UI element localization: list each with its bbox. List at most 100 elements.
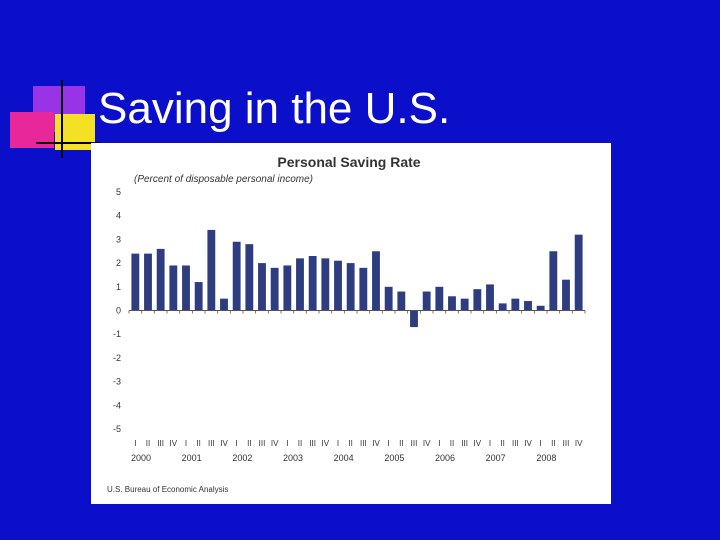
- bar: [435, 286, 444, 311]
- bar: [498, 303, 507, 311]
- decorative-logo: [0, 80, 100, 160]
- x-quarter-label: IV: [271, 439, 279, 448]
- x-year-label: 2008: [536, 453, 556, 463]
- x-quarter-label: IV: [322, 439, 330, 448]
- bar: [486, 284, 494, 311]
- x-quarter-label: IV: [170, 439, 178, 448]
- x-quarter-label: I: [185, 439, 187, 448]
- bar: [410, 310, 418, 328]
- bar: [549, 251, 558, 311]
- bar: [308, 255, 317, 311]
- x-quarter-label: II: [298, 439, 302, 448]
- x-quarter-label: II: [450, 439, 454, 448]
- y-tick-label: 0: [116, 306, 121, 316]
- bar: [397, 291, 406, 311]
- slide-title: Saving in the U.S.: [98, 84, 451, 133]
- x-quarter-label: II: [247, 439, 251, 448]
- x-quarter-label: III: [208, 439, 215, 448]
- saving-rate-chart: Personal Saving Rate (Percent of disposa…: [107, 154, 586, 494]
- bar: [536, 305, 545, 311]
- bar: [220, 298, 228, 311]
- bar: [562, 279, 570, 311]
- x-quarter-label: II: [196, 439, 200, 448]
- x-quarter-label: IV: [220, 439, 228, 448]
- bar: [359, 267, 368, 311]
- bar-series: [131, 229, 583, 328]
- x-quarter-label: II: [399, 439, 403, 448]
- x-quarter-label: I: [286, 439, 288, 448]
- x-quarter-label: I: [236, 439, 238, 448]
- x-quarter-label: III: [259, 439, 266, 448]
- x-quarter-label: IV: [423, 439, 431, 448]
- bar: [422, 291, 431, 311]
- bar: [283, 265, 292, 311]
- y-tick-label: -2: [113, 353, 121, 363]
- x-quarter-label: III: [411, 439, 418, 448]
- bar: [384, 286, 393, 311]
- x-year-label: 2003: [283, 453, 303, 463]
- y-tick-label: 3: [116, 234, 121, 244]
- bar: [346, 263, 355, 311]
- bar: [296, 258, 304, 311]
- y-tick-label: 4: [116, 211, 121, 221]
- x-quarter-label: III: [360, 439, 367, 448]
- x-quarter-label: II: [551, 439, 555, 448]
- bar: [232, 241, 241, 311]
- y-tick-label: 5: [116, 187, 121, 197]
- deco-vertical-line: [61, 80, 63, 158]
- x-year-label: 2004: [334, 453, 354, 463]
- bar: [258, 263, 266, 311]
- x-year-label: 2001: [182, 453, 202, 463]
- x-quarter-label: III: [563, 439, 570, 448]
- bar: [448, 296, 456, 311]
- chart-title: Personal Saving Rate: [277, 154, 420, 170]
- y-tick-label: 2: [116, 258, 121, 268]
- bar: [156, 248, 165, 311]
- x-quarter-label: I: [388, 439, 390, 448]
- x-quarter-label: IV: [575, 439, 583, 448]
- x-quarter-label: II: [500, 439, 504, 448]
- x-quarter-label: I: [337, 439, 339, 448]
- bar: [524, 301, 532, 311]
- x-quarter-label: IV: [474, 439, 482, 448]
- x-quarter-label: I: [540, 439, 542, 448]
- x-year-label: 2005: [384, 453, 404, 463]
- x-axis: I II III IV I II III IV I II III IV I II III IV I II III IV…: [128, 310, 586, 463]
- x-quarter-label: III: [157, 439, 164, 448]
- bar: [511, 298, 520, 311]
- bar: [460, 298, 469, 311]
- x-quarter-label: I: [134, 439, 136, 448]
- x-quarter-label: III: [512, 439, 519, 448]
- bar: [321, 258, 330, 311]
- y-axis: 5 4 3 2 1 0 -1 -2 -3 -4 -5: [113, 187, 121, 434]
- y-tick-label: -5: [113, 424, 121, 434]
- x-year-label: 2007: [486, 453, 506, 463]
- bar: [207, 229, 216, 311]
- deco-horizontal-line: [36, 142, 100, 144]
- x-quarter-label: IV: [372, 439, 380, 448]
- bar: [169, 265, 178, 311]
- bar: [144, 253, 152, 311]
- y-tick-label: 1: [116, 282, 121, 292]
- bar: [270, 267, 279, 311]
- x-quarter-label: II: [146, 439, 150, 448]
- chart-panel: Personal Saving Rate (Percent of disposa…: [91, 143, 611, 504]
- bar: [245, 244, 254, 311]
- x-year-label: 2006: [435, 453, 455, 463]
- x-quarter-label: II: [348, 439, 352, 448]
- bar: [574, 234, 583, 311]
- bar: [194, 282, 203, 311]
- y-tick-label: -1: [113, 329, 121, 339]
- x-quarter-label: IV: [524, 439, 532, 448]
- bar: [473, 289, 482, 311]
- bar: [372, 251, 380, 311]
- bar: [182, 265, 190, 311]
- y-tick-label: -4: [113, 400, 121, 410]
- x-year-label: 2000: [131, 453, 151, 463]
- y-tick-label: -3: [113, 377, 121, 387]
- x-year-label: 2002: [232, 453, 252, 463]
- x-quarter-label: I: [489, 439, 491, 448]
- bar: [131, 253, 140, 311]
- chart-source: U.S. Bureau of Economic Analysis: [107, 485, 228, 494]
- x-quarter-label: III: [461, 439, 468, 448]
